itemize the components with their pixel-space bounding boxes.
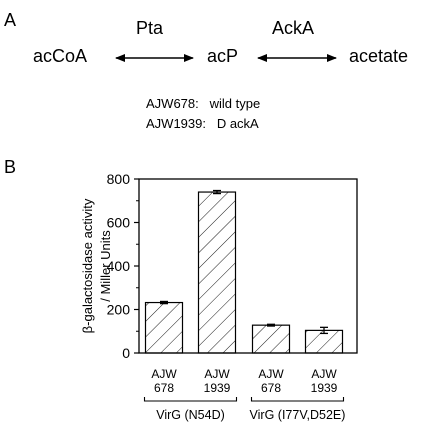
y-axis-label-line2: / Miller Units <box>98 230 113 302</box>
strain-row-ackA: AJW1939: D ackA <box>146 116 259 131</box>
y-tick-label: 800 <box>107 171 131 187</box>
strain-row-wildtype: AJW678: wild type <box>146 96 260 111</box>
panel-b-letter: B <box>4 157 17 177</box>
x-tick-label-line2: 1939 <box>311 381 338 395</box>
strain-description: D ackA <box>216 116 259 131</box>
y-tick-label: 200 <box>107 302 131 318</box>
y-tick-label: 0 <box>122 345 130 361</box>
product-acetate-label: acetate <box>349 46 409 66</box>
y-tick-label: 600 <box>107 215 131 231</box>
y-tick-label: 400 <box>107 258 131 274</box>
x-tick-label-line1: AJW <box>204 367 230 381</box>
bar <box>144 301 184 354</box>
panel-a-letter: A <box>4 10 17 30</box>
group-label: VirG (N54D) <box>156 408 225 422</box>
x-tick-label-line2: 678 <box>261 381 281 395</box>
y-axis-label-line1: β-galactosidase activity <box>80 198 95 333</box>
bar <box>251 324 291 354</box>
intermediate-acp-label: acP <box>207 46 239 66</box>
x-tick-label-line2: 678 <box>154 381 174 395</box>
bar <box>197 191 237 354</box>
strain-id: AJW678: <box>146 96 199 111</box>
enzyme-acka-label: AckA <box>272 18 315 38</box>
x-tick-label-line2: 1939 <box>204 381 231 395</box>
x-tick-label-line1: AJW <box>258 367 284 381</box>
group-bracket <box>250 397 345 402</box>
group-bracket <box>143 397 238 402</box>
substrate-accoa-label: acCoA <box>33 46 88 66</box>
enzyme-pta-label: Pta <box>136 18 164 38</box>
strain-id: AJW1939: <box>146 116 206 131</box>
group-label: VirG (I77V,D52E) <box>250 408 346 422</box>
strain-description: wild type <box>209 96 261 111</box>
x-tick-label-line1: AJW <box>151 367 177 381</box>
x-tick-label-line1: AJW <box>311 367 337 381</box>
